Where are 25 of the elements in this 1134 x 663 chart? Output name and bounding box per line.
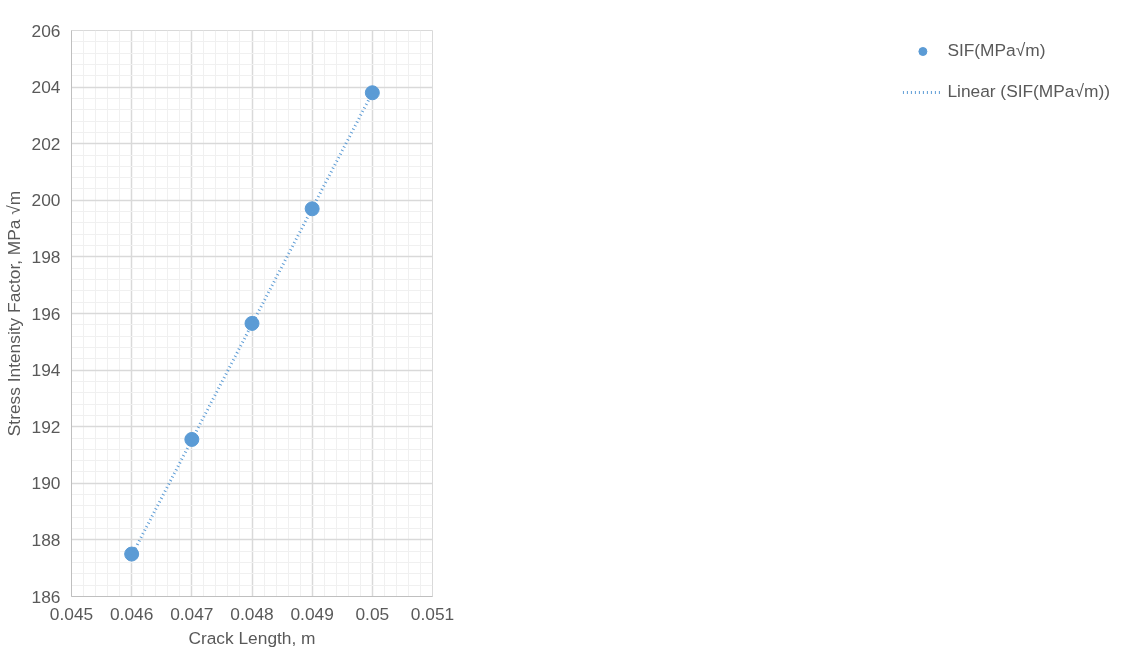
y-tick-label: 188 xyxy=(31,529,61,550)
x-tick-label: 0.047 xyxy=(170,603,214,624)
y-tick-label: 190 xyxy=(31,473,61,494)
x-tick-label: 0.049 xyxy=(290,603,334,624)
x-axis-title: Crack Length, m xyxy=(188,627,316,648)
y-axis-title: Stress Intensity Factor, MPa √m xyxy=(3,190,24,437)
y-tick-label: 192 xyxy=(31,416,61,437)
point xyxy=(184,431,200,447)
y-tick-label: 206 xyxy=(31,20,61,41)
y-tick-label: 204 xyxy=(31,77,61,98)
legend-label: Linear (SIF(MPa√m)) xyxy=(947,81,1110,102)
x-tick-label: 0.046 xyxy=(109,603,154,624)
x-tick-label: 0.05 xyxy=(355,603,390,624)
legend-label: SIF(MPa√m) xyxy=(947,40,1046,61)
point xyxy=(304,201,320,217)
y-tick-label: 202 xyxy=(31,133,61,154)
y-tick-label: 196 xyxy=(31,303,61,324)
x-tick-label: 0.048 xyxy=(230,603,274,624)
point xyxy=(124,546,140,562)
y-tick-label: 194 xyxy=(31,360,61,381)
point xyxy=(244,315,260,331)
x-tick-label: 0.051 xyxy=(410,603,455,624)
point xyxy=(364,85,380,101)
y-tick-label: 200 xyxy=(31,190,61,211)
y-tick-label: 198 xyxy=(31,246,61,267)
